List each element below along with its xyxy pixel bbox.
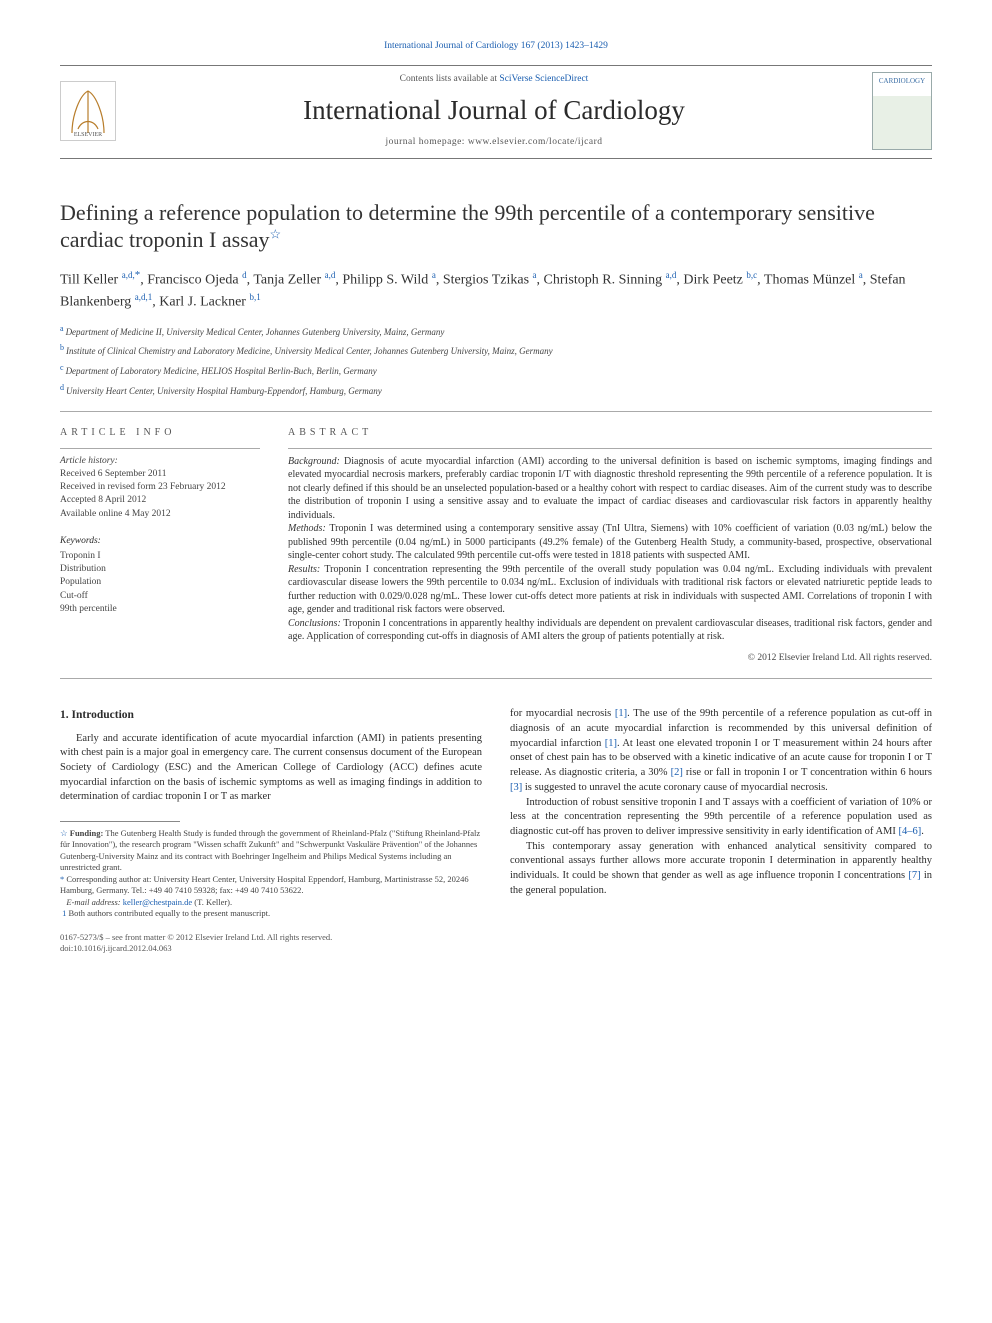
- elsevier-logo: ELSEVIER: [60, 81, 116, 141]
- rp1-a: for myocardial necrosis: [510, 708, 615, 719]
- intro-p1: Early and accurate identification of acu…: [60, 732, 482, 805]
- journal-name: International Journal of Cardiology: [128, 92, 860, 128]
- copyright-line: © 2012 Elsevier Ireland Ltd. All rights …: [288, 652, 932, 665]
- history-received: Received 6 September 2011: [60, 468, 260, 481]
- rp1-e: is suggested to unravel the acute corona…: [522, 782, 828, 793]
- bottom-meta: 0167-5273/$ – see front matter © 2012 El…: [60, 932, 482, 954]
- footnote-corresponding: * Corresponding author at: University He…: [60, 874, 482, 897]
- email-label: E-mail address:: [66, 897, 122, 907]
- abs-concl-label: Conclusions:: [288, 618, 341, 629]
- email-link[interactable]: keller@chestpain.de: [123, 897, 192, 907]
- intro-heading: 1. Introduction: [60, 707, 482, 723]
- history-accepted: Accepted 8 April 2012: [60, 494, 260, 507]
- article-title: Defining a reference population to deter…: [60, 199, 932, 254]
- right-p1: for myocardial necrosis [1]. The use of …: [510, 707, 932, 795]
- sciencedirect-link[interactable]: SciVerse ScienceDirect: [499, 74, 588, 84]
- homepage-label: journal homepage:: [385, 137, 467, 147]
- rp1-d: rise or fall in troponin I or T concentr…: [683, 767, 932, 778]
- info-abstract-row: ARTICLE INFO Article history: Received 6…: [60, 426, 932, 664]
- abstract-column: ABSTRACT Background: Diagnosis of acute …: [288, 426, 932, 664]
- star-icon: ☆: [60, 828, 68, 838]
- homepage-url[interactable]: www.elsevier.com/locate/ijcard: [468, 137, 603, 147]
- history-online: Available online 4 May 2012: [60, 508, 260, 521]
- contents-line: Contents lists available at SciVerse Sci…: [128, 73, 860, 86]
- keyword: Cut-off: [60, 590, 260, 603]
- journal-cover-thumb: CARDIOLOGY: [872, 72, 932, 150]
- title-text: Defining a reference population to deter…: [60, 200, 875, 253]
- article-history: Article history: Received 6 September 20…: [60, 455, 260, 521]
- section-divider: [60, 678, 932, 679]
- author-list: Till Keller a,d,*, Francisco Ojeda d, Ta…: [60, 268, 932, 313]
- right-column: for myocardial necrosis [1]. The use of …: [510, 707, 932, 953]
- abs-bg-label: Background:: [288, 456, 340, 467]
- history-revised: Received in revised form 23 February 201…: [60, 481, 260, 494]
- ref-3[interactable]: [3]: [510, 782, 522, 793]
- article-info-head: ARTICLE INFO: [60, 426, 260, 440]
- keyword: Troponin I: [60, 550, 260, 563]
- footnote-equal-contrib: 1 Both authors contributed equally to th…: [60, 908, 482, 919]
- doi-line[interactable]: doi:10.1016/j.ijcard.2012.04.063: [60, 943, 482, 954]
- funding-label: Funding:: [70, 828, 104, 838]
- ref-1[interactable]: [1]: [615, 708, 627, 719]
- rp3-a: This contemporary assay generation with …: [510, 841, 932, 881]
- issn-line: 0167-5273/$ – see front matter © 2012 El…: [60, 932, 482, 943]
- history-label: Article history:: [60, 455, 260, 468]
- abstract-head: ABSTRACT: [288, 426, 932, 440]
- footnote-funding: ☆ Funding: The Gutenberg Health Study is…: [60, 828, 482, 874]
- funding-star-icon[interactable]: ☆: [270, 227, 282, 242]
- corr-text: Corresponding author at: University Hear…: [60, 874, 469, 895]
- section-divider: [60, 411, 932, 412]
- affiliation: cDepartment of Laboratory Medicine, HELI…: [60, 362, 932, 378]
- contents-prefix: Contents lists available at: [400, 74, 500, 84]
- left-column: 1. Introduction Early and accurate ident…: [60, 707, 482, 953]
- right-p2: Introduction of robust sensitive troponi…: [510, 796, 932, 840]
- ref-7[interactable]: [7]: [908, 870, 920, 881]
- keywords-list: Troponin IDistributionPopulationCut-off9…: [60, 550, 260, 616]
- keyword: Distribution: [60, 563, 260, 576]
- keyword: Population: [60, 576, 260, 589]
- abs-methods-label: Methods:: [288, 523, 326, 534]
- banner-center: Contents lists available at SciVerse Sci…: [128, 73, 860, 149]
- footnote-rule: [60, 821, 180, 822]
- ref-1b[interactable]: [1]: [605, 738, 617, 749]
- keywords-label: Keywords:: [60, 535, 260, 548]
- abs-concl: Troponin I concentrations in apparently …: [288, 618, 932, 643]
- rp2-b: .: [921, 826, 924, 837]
- body-columns: 1. Introduction Early and accurate ident…: [60, 707, 932, 953]
- ref-4-6[interactable]: [4–6]: [899, 826, 922, 837]
- ref-2[interactable]: [2]: [671, 767, 683, 778]
- footnote-email: E-mail address: keller@chestpain.de (T. …: [60, 897, 482, 908]
- rp2-a: Introduction of robust sensitive troponi…: [510, 797, 932, 837]
- keyword: 99th percentile: [60, 603, 260, 616]
- funding-text: The Gutenberg Health Study is funded thr…: [60, 828, 480, 872]
- journal-banner: ELSEVIER Contents lists available at Sci…: [60, 65, 932, 159]
- journal-homepage: journal homepage: www.elsevier.com/locat…: [128, 136, 860, 149]
- email-who: (T. Keller).: [192, 897, 232, 907]
- note1-text: Both authors contributed equally to the …: [66, 908, 270, 918]
- abstract-body: Background: Diagnosis of acute myocardia…: [288, 455, 932, 644]
- journal-citation-link[interactable]: International Journal of Cardiology 167 …: [60, 40, 932, 53]
- affiliation: aDepartment of Medicine II, University M…: [60, 323, 932, 339]
- right-p3: This contemporary assay generation with …: [510, 840, 932, 899]
- abs-methods: Troponin I was determined using a contem…: [288, 523, 932, 561]
- svg-text:ELSEVIER: ELSEVIER: [74, 132, 102, 137]
- abs-results-label: Results:: [288, 564, 320, 575]
- affiliation: dUniversity Heart Center, University Hos…: [60, 382, 932, 398]
- affiliation: bInstitute of Clinical Chemistry and Lab…: [60, 342, 932, 358]
- abs-results: Troponin I concentration representing th…: [288, 564, 932, 616]
- abs-bg: Diagnosis of acute myocardial infarction…: [288, 456, 932, 521]
- article-info-column: ARTICLE INFO Article history: Received 6…: [60, 426, 260, 664]
